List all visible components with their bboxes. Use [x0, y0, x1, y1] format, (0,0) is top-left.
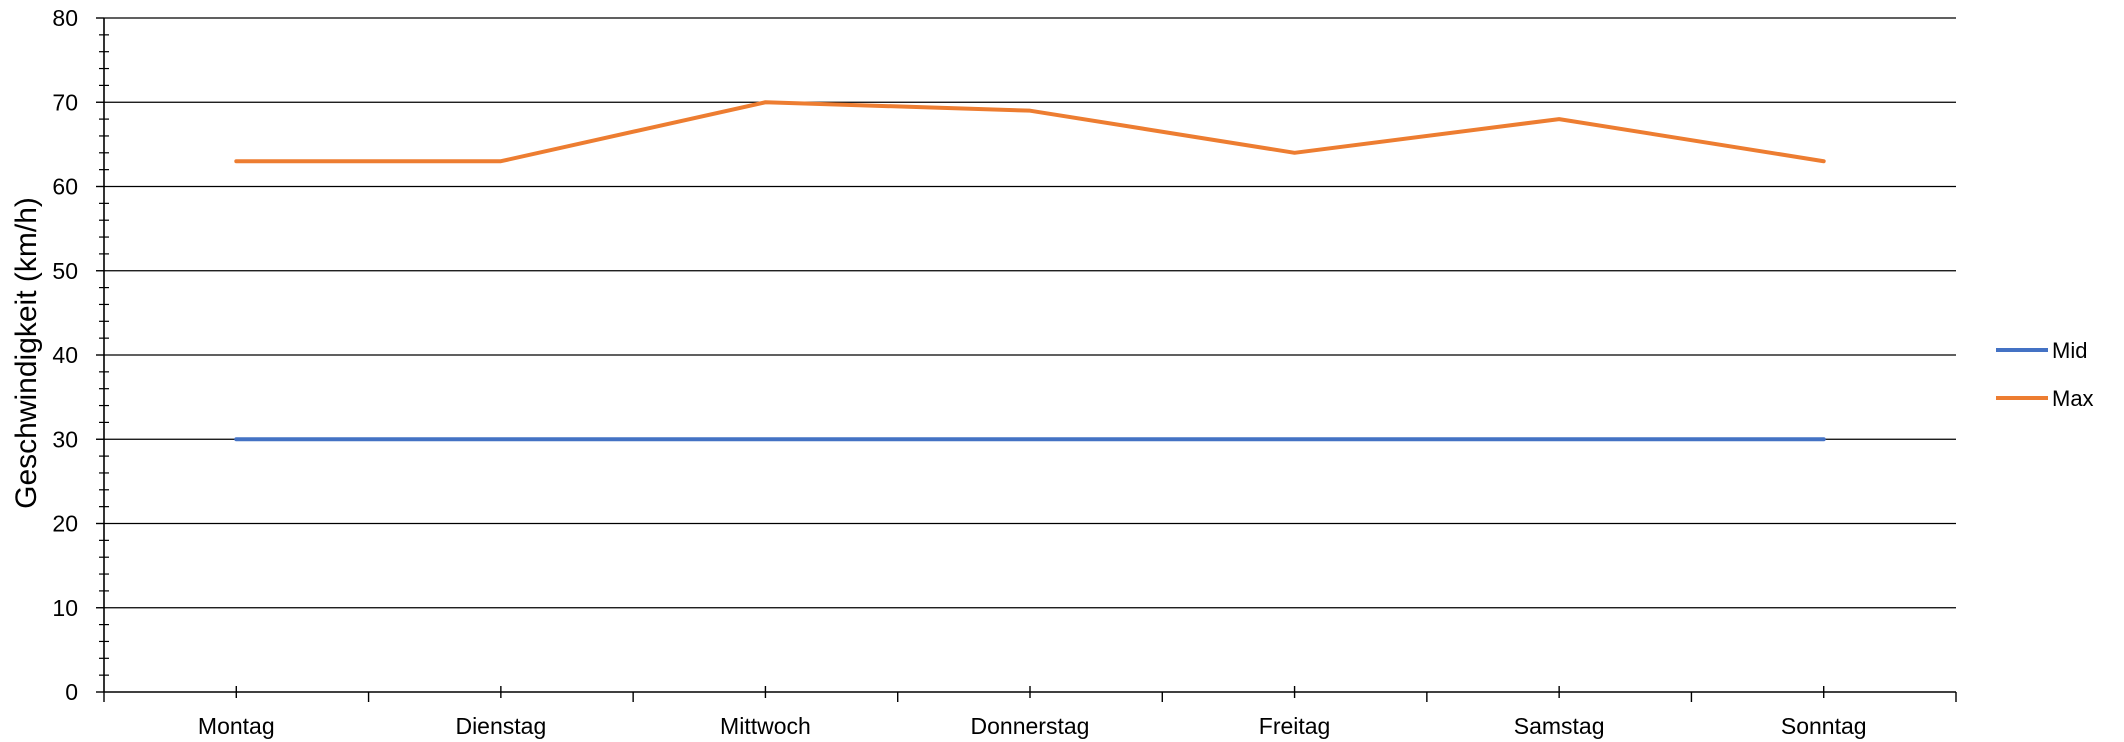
y-tick-label: 50: [52, 258, 78, 284]
legend-label-mid: Mid: [2052, 338, 2087, 363]
y-tick-label: 0: [65, 679, 78, 705]
y-tick-label: 20: [52, 511, 78, 537]
series-lines: [234, 100, 1826, 442]
y-tick-label: 80: [52, 5, 78, 31]
legend: Mid Max: [1996, 338, 2094, 411]
y-tick-label: 70: [52, 89, 78, 115]
x-tick-label: Freitag: [1259, 713, 1331, 739]
x-tick-label: Sonntag: [1781, 713, 1867, 739]
y-tick-label: 30: [52, 426, 78, 452]
x-tick-label: Samstag: [1514, 713, 1605, 739]
tick-labels: 0 10 20 30 40 50 60 70 80 Montag Dienstag Mittwoch D…: [52, 5, 1866, 739]
x-tick-label: Donnerstag: [971, 713, 1090, 739]
x-tick-label: Mittwoch: [720, 713, 811, 739]
series-line-max: [234, 100, 1826, 164]
y-tick-label: 60: [52, 174, 78, 200]
y-tick-label: 40: [52, 342, 78, 368]
y-tick-label: 10: [52, 595, 78, 621]
legend-label-max: Max: [2052, 386, 2094, 411]
y-axis-title: Geschwindigkeit (km/h): [10, 197, 43, 509]
x-tick-label: Montag: [198, 713, 275, 739]
axes: [96, 17, 1957, 702]
x-tick-label: Dienstag: [455, 713, 546, 739]
gridlines: [104, 17, 1956, 609]
